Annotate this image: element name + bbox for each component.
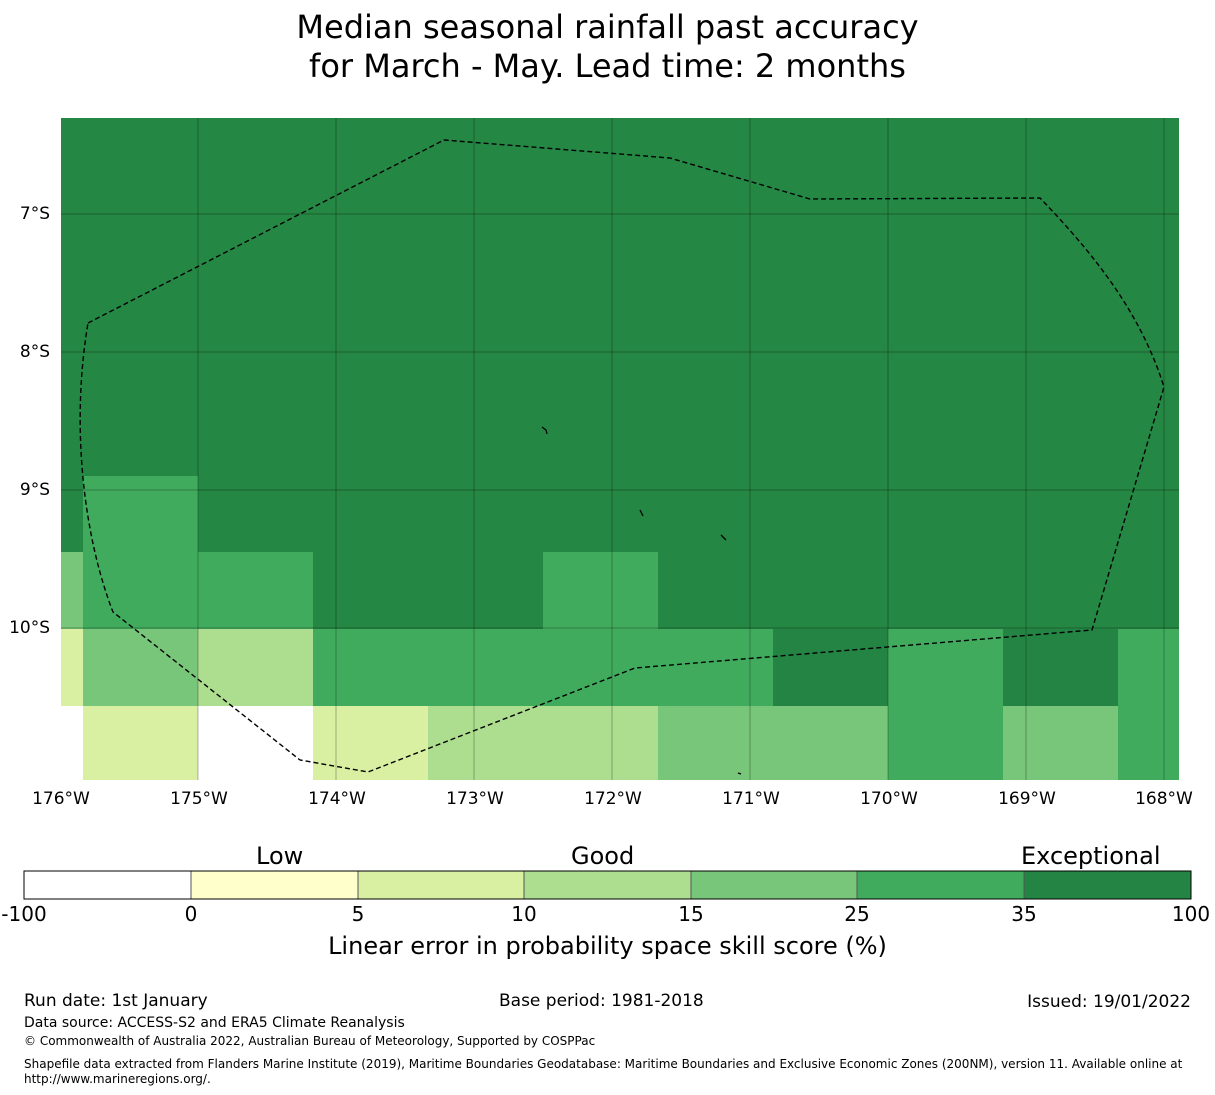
grid-cell [428, 706, 658, 780]
copyright-notice: © Commonwealth of Australia 2022, Austra… [24, 1034, 596, 1048]
colorbar-segment [691, 871, 857, 899]
grid-cell [1003, 706, 1118, 780]
colorbar-tick-label: 35 [1011, 902, 1037, 926]
island [737, 772, 742, 775]
map-title-line-2: for March - May. Lead time: 2 months [309, 47, 906, 85]
lon-label: 170°W [860, 789, 918, 809]
lat-label: 8°S [19, 342, 50, 362]
grid-cell [83, 476, 198, 629]
colorbar-tick-label: 5 [351, 902, 365, 926]
grid-cell [198, 706, 313, 780]
base-period: Base period: 1981-2018 [499, 991, 704, 1011]
category-label-exceptional: Exceptional [1021, 842, 1161, 870]
skill-grid-cells [61, 476, 1179, 780]
grid-cell [198, 552, 313, 629]
lat-label: 9°S [19, 480, 50, 500]
grid-cell [61, 629, 83, 706]
grid-cell [1003, 629, 1118, 706]
map-title-line-1: Median seasonal rainfall past accuracy [296, 8, 919, 46]
shapefile-credit-url: http://www.marineregions.org/. [24, 1072, 211, 1086]
eez-boundary [79, 139, 1165, 773]
colorbar-tick-label: -100 [1, 902, 47, 926]
graticule [61, 118, 1179, 780]
lon-label: 176°W [32, 789, 90, 809]
grid-cell [313, 706, 428, 780]
island [720, 534, 727, 541]
grid-cell [83, 706, 198, 780]
colorbar-tick-label: 100 [1171, 902, 1211, 926]
island [541, 426, 548, 435]
data-source: Data source: ACCESS-S2 and ERA5 Climate … [24, 1015, 405, 1031]
grid-cell [888, 629, 1003, 706]
grid-cell [313, 629, 773, 706]
lon-label: 172°W [584, 789, 642, 809]
lon-label: 171°W [722, 789, 780, 809]
islands [541, 426, 742, 775]
lat-label: 10°S [9, 618, 50, 638]
colorbar-tick-label: 0 [184, 902, 198, 926]
colorbar-segment [191, 871, 358, 899]
colorbar-tick-label: 15 [678, 902, 704, 926]
grid-cell [1118, 706, 1179, 780]
colorbar [23, 870, 1192, 900]
grid-cell [1118, 629, 1179, 706]
colorbar-outline [23, 870, 1192, 900]
colorbar-tick-label: 25 [844, 902, 870, 926]
run-date: Run date: 1st January [24, 991, 208, 1011]
grid-cell [83, 629, 198, 706]
colorbar-segment [358, 871, 524, 899]
lon-label: 175°W [170, 789, 228, 809]
lon-label: 174°W [308, 789, 366, 809]
lon-label: 169°W [998, 789, 1056, 809]
colorbar-segment [24, 871, 191, 899]
lon-label: 168°W [1135, 789, 1193, 809]
grid-cell [658, 706, 888, 780]
issued-date: Issued: 19/01/2022 [1027, 992, 1191, 1012]
lat-label: 7°S [19, 204, 50, 224]
category-label-good: Good [571, 842, 635, 870]
grid-cell [61, 706, 83, 780]
grid-cell [773, 629, 888, 706]
category-label-low: Low [256, 842, 304, 870]
island [639, 509, 644, 517]
grid-cell [61, 552, 83, 629]
lon-label: 173°W [446, 789, 504, 809]
grid-cell [543, 552, 658, 629]
colorbar-tick-label: 10 [511, 902, 537, 926]
grid-cell [888, 706, 1003, 780]
colorbar-segment [1024, 871, 1191, 899]
grid-cell [198, 629, 313, 706]
shapefile-credit: Shapefile data extracted from Flanders M… [24, 1057, 1183, 1071]
colorbar-segment [524, 871, 691, 899]
colorbar-segment [857, 871, 1024, 899]
colorbar-axis-label: Linear error in probability space skill … [328, 932, 887, 960]
